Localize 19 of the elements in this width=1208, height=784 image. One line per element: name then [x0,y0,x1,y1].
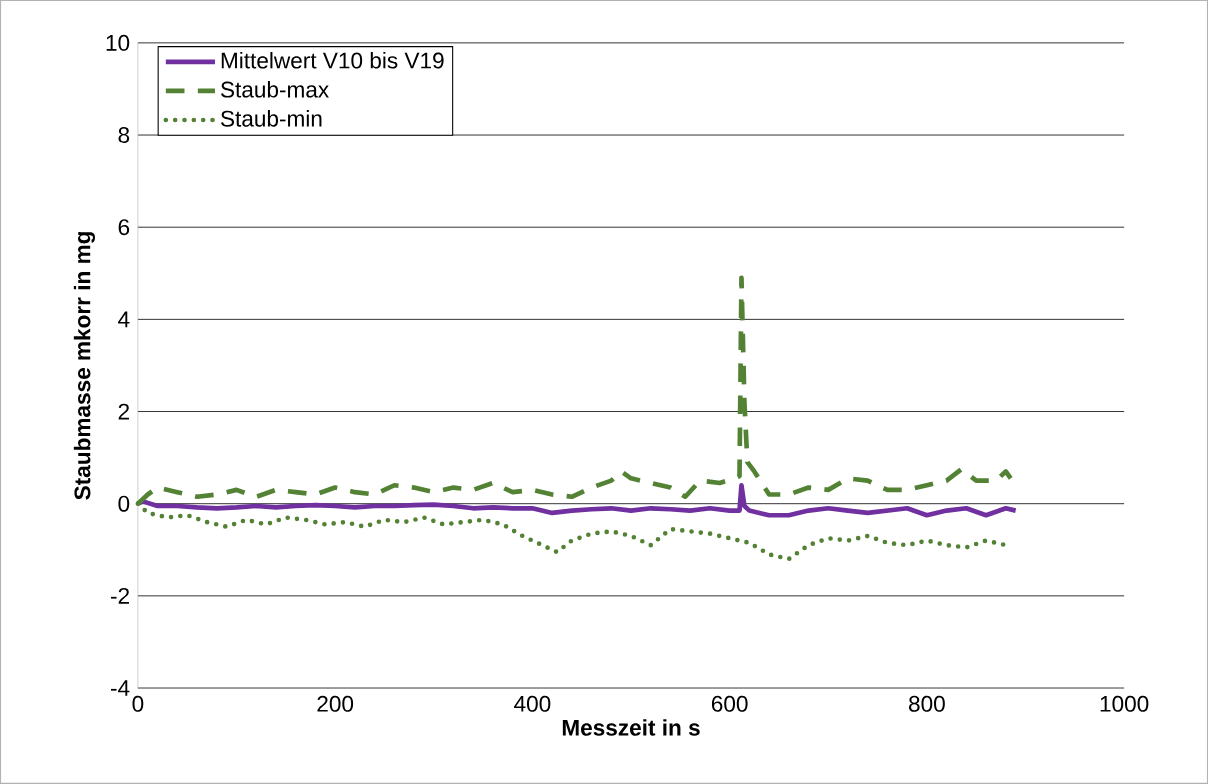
x-tick-label: 200 [317,695,354,712]
x-axis-title: Messzeit in s [562,719,700,736]
legend-label: Mittelwert V10 bis V19 [221,52,444,69]
legend-label: Staub-min [220,110,322,127]
y-tick-label: -4 [111,680,130,696]
y-tick-label: -2 [111,588,129,604]
legend-label: Staub-max [220,81,329,98]
y-tick-label: 0 [118,495,130,512]
y-tick-label: 4 [118,311,130,328]
x-tick-label: 1000 [1100,695,1149,712]
x-tick-label: 600 [711,695,748,712]
y-tick-label: 8 [118,127,130,144]
y-tick-label: 2 [118,403,129,420]
y-axis-title: Staubmasse mkorr in mg [73,232,95,500]
x-tick-label: 400 [514,695,551,712]
x-tick-label: 0 [132,695,144,712]
y-tick-label: 10 [106,34,130,51]
y-tick-label: 6 [118,219,130,236]
x-tick-label: 800 [909,695,945,712]
